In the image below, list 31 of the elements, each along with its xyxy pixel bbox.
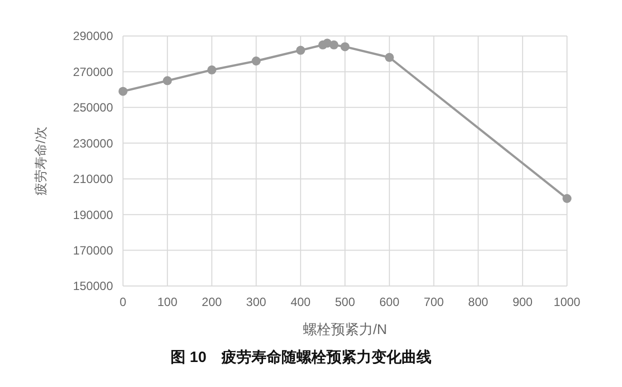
x-tick-label: 400 bbox=[290, 295, 311, 309]
x-tick-label: 600 bbox=[379, 295, 400, 309]
point bbox=[329, 40, 338, 50]
x-tick-label: 700 bbox=[424, 295, 444, 309]
x-axis-title: 螺栓预紧力/N bbox=[303, 321, 387, 337]
point bbox=[384, 52, 394, 62]
y-tick-label: 270000 bbox=[72, 64, 114, 79]
y-tick-label: 230000 bbox=[72, 136, 114, 150]
y-tick-label: 150000 bbox=[72, 279, 114, 294]
x-tick-label: 1000 bbox=[554, 295, 581, 309]
y-tick-label: 210000 bbox=[72, 172, 114, 186]
x-tick-label: 500 bbox=[334, 295, 356, 309]
x-tick-label: 900 bbox=[512, 295, 533, 309]
point bbox=[207, 65, 216, 74]
point bbox=[296, 46, 306, 55]
y-tick-label: 170000 bbox=[72, 243, 114, 258]
point bbox=[252, 56, 261, 66]
y-tick-label: 190000 bbox=[72, 208, 114, 222]
point bbox=[340, 42, 350, 52]
y-tick-label: 290000 bbox=[72, 29, 114, 44]
x-tick-label: 100 bbox=[157, 295, 178, 309]
point bbox=[162, 76, 172, 86]
x-tick-label: 200 bbox=[202, 295, 222, 309]
y-axis-title: 疲劳寿命/次 bbox=[33, 126, 48, 196]
point bbox=[118, 86, 128, 96]
text: 图 10 疲劳寿命随螺栓预紧力变化曲线 bbox=[170, 348, 432, 366]
x-tick-label: 300 bbox=[246, 295, 267, 309]
y-tick-label: 250000 bbox=[72, 100, 114, 115]
x-tick-label: 0 bbox=[120, 295, 127, 309]
x-tick-label: 800 bbox=[468, 295, 489, 309]
point bbox=[562, 194, 572, 203]
